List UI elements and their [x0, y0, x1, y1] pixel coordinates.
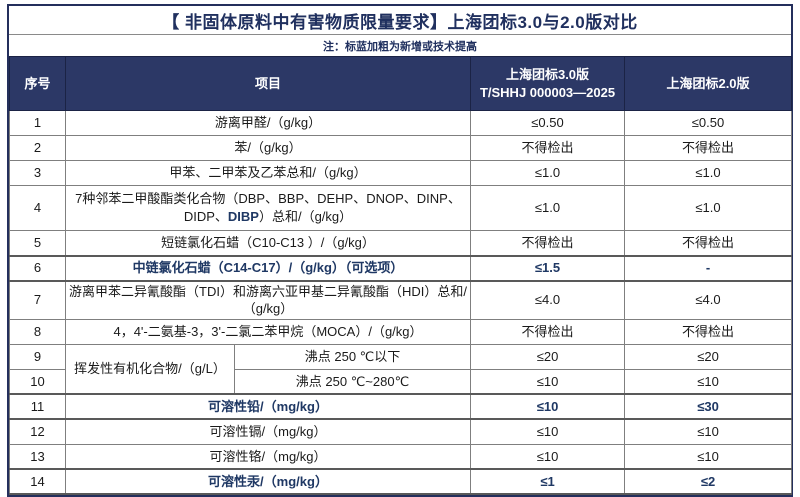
item-cell: 甲苯、二甲苯及乙苯总和/（g/kg）: [64, 160, 472, 186]
limit30-cell: ≤4.0: [470, 280, 626, 320]
table-row: 10 沸点 250 ℃~280℃ ≤10 ≤10: [9, 368, 793, 395]
limit30-cell: ≤1.0: [470, 160, 626, 186]
row-number-cell: 6: [9, 254, 66, 282]
limit20-cell: 不得检出: [624, 230, 793, 256]
row-number-cell: 11: [9, 393, 66, 421]
limit30-cell: ≤1: [470, 468, 626, 496]
legend-note: 注：标蓝加粗为新增或技术提高: [323, 40, 477, 53]
limit30-cell: ≤20: [470, 343, 626, 370]
limit20-cell: ≤30: [624, 393, 793, 421]
limit20-cell: 不得检出: [624, 135, 793, 161]
row-number-cell: 4: [9, 185, 66, 231]
table-row: 8 4，4'-二氨基-3，3'-二氯二苯甲烷（MOCA）/（g/kg） 不得检出…: [9, 318, 793, 345]
item-cell: 可溶性铅/（mg/kg）: [64, 393, 472, 421]
table-row: 2 苯/（g/kg） 不得检出 不得检出: [9, 135, 793, 161]
row-number-cell: 13: [9, 443, 66, 470]
item-text-suffix: ）总和/（g/kg）: [258, 209, 353, 224]
table-row: 4 7种邻苯二甲酸酯类化合物（DBP、BBP、DEHP、DNOP、DINP、DI…: [9, 185, 793, 231]
header-item: 项目: [64, 56, 472, 111]
item-cell: 中链氯化石蜡（C14-C17）/（g/kg）（可选项）: [64, 254, 472, 282]
limit20-cell: 不得检出: [624, 318, 793, 345]
limit30-cell: ≤10: [470, 368, 626, 395]
row-number-cell: 2: [9, 135, 66, 161]
limit20-cell: ≤10: [624, 368, 793, 395]
limit30-cell: 不得检出: [470, 135, 626, 161]
item-cell: 可溶性铬/（mg/kg）: [64, 443, 472, 470]
row-number-cell: 9: [9, 343, 66, 370]
limit30-cell: ≤1.5: [470, 254, 626, 282]
limit20-cell: ≤10: [624, 418, 793, 445]
limit20-cell: ≤1.0: [624, 185, 793, 231]
item-cell: 7种邻苯二甲酸酯类化合物（DBP、BBP、DEHP、DNOP、DINP、DIDP…: [64, 185, 472, 231]
limit30-cell: 不得检出: [470, 230, 626, 256]
row-number-cell: 14: [9, 468, 66, 496]
table-row-highlight: 14 可溶性汞/（mg/kg） ≤1 ≤2: [9, 468, 793, 496]
item-text-prefix: 7种邻苯二甲酸酯类化合物（DBP、BBP、DEHP、DNOP、DINP、DIDP…: [75, 191, 461, 224]
header-no: 序号: [9, 56, 66, 111]
table-row: 5 短链氯化石蜡（C10-C13 ）/（g/kg） 不得检出 不得检出: [9, 230, 793, 256]
limit20-cell: ≤2: [624, 468, 793, 496]
table-row: 12 可溶性镉/（mg/kg） ≤10 ≤10: [9, 418, 793, 445]
limit30-cell: ≤10: [470, 418, 626, 445]
item-cell: 苯/（g/kg）: [64, 135, 472, 161]
limit20-cell: ≤0.50: [624, 110, 793, 136]
item-cell: 4，4'-二氨基-3，3'-二氯二苯甲烷（MOCA）/（g/kg）: [64, 318, 472, 345]
limit20-cell: ≤10: [624, 443, 793, 470]
item-cell: 游离甲苯二异氰酸酯（TDI）和游离六亚甲基二异氰酸酯（HDI）总和/（g/kg）: [64, 280, 472, 320]
row-number-cell: 10: [9, 368, 66, 395]
table-row: 3 甲苯、二甲苯及乙苯总和/（g/kg） ≤1.0 ≤1.0: [9, 160, 793, 186]
row-number-cell: 8: [9, 318, 66, 345]
header-row: 序号 项目 上海团标3.0版 T/SHHJ 000003—2025 上海团标2.…: [9, 56, 793, 111]
table-row-highlight: 11 可溶性铅/（mg/kg） ≤10 ≤30: [9, 393, 793, 421]
voc-group-cell: 挥发性有机化合物/（g/L）: [65, 343, 235, 395]
item-cell: 游离甲醛/（g/kg）: [64, 110, 472, 136]
limits-comparison-table: 序号 项目 上海团标3.0版 T/SHHJ 000003—2025 上海团标2.…: [9, 56, 793, 496]
item-cell: 短链氯化石蜡（C10-C13 ）/（g/kg）: [64, 230, 472, 256]
limit30-cell: ≤0.50: [470, 110, 626, 136]
limit20-cell: ≤20: [624, 343, 793, 370]
row-number-cell: 5: [9, 230, 66, 256]
row-number-cell: 12: [9, 418, 66, 445]
row-number-cell: 3: [9, 160, 66, 186]
row-number-cell: 1: [9, 110, 66, 136]
page-title: 【 非固体原料中有害物质限量要求】上海团标3.0与2.0版对比: [9, 6, 791, 35]
limit30-cell: ≤10: [470, 393, 626, 421]
table-row: 9 挥发性有机化合物/（g/L） 沸点 250 ℃以下 ≤20 ≤20: [9, 343, 793, 395]
limit20-cell: -: [624, 254, 793, 282]
table-row: 1 游离甲醛/（g/kg） ≤0.50 ≤0.50: [9, 110, 793, 136]
header-std30: 上海团标3.0版 T/SHHJ 000003—2025: [470, 56, 626, 111]
limit30-cell: ≤10: [470, 443, 626, 470]
limit20-cell: ≤1.0: [624, 160, 793, 186]
comparison-table-sheet: 【 非固体原料中有害物质限量要求】上海团标3.0与2.0版对比 注：标蓝加粗为新…: [7, 4, 793, 497]
item-cell: 可溶性镉/（mg/kg）: [64, 418, 472, 445]
row-number-cell: 7: [9, 280, 66, 320]
item-cell: 可溶性汞/（mg/kg）: [64, 468, 472, 496]
header-std30-line1: 上海团标3.0版: [505, 66, 590, 82]
table-row-highlight: 6 中链氯化石蜡（C14-C17）/（g/kg）（可选项） ≤1.5 -: [9, 254, 793, 282]
limit30-cell: 不得检出: [470, 318, 626, 345]
voc-sub-cell: 沸点 250 ℃~280℃: [233, 368, 472, 395]
header-std20: 上海团标2.0版: [624, 56, 793, 111]
table-row: 13 可溶性铬/（mg/kg） ≤10 ≤10: [9, 443, 793, 470]
voc-sub-cell: 沸点 250 ℃以下: [233, 343, 472, 370]
limit20-cell: ≤4.0: [624, 280, 793, 320]
header-std30-line2: T/SHHJ 000003—2025: [479, 84, 616, 100]
item-text-highlight: DIBP: [227, 209, 259, 224]
limit30-cell: ≤1.0: [470, 185, 626, 231]
table-row: 7 游离甲苯二异氰酸酯（TDI）和游离六亚甲基二异氰酸酯（HDI）总和/（g/k…: [9, 280, 793, 320]
